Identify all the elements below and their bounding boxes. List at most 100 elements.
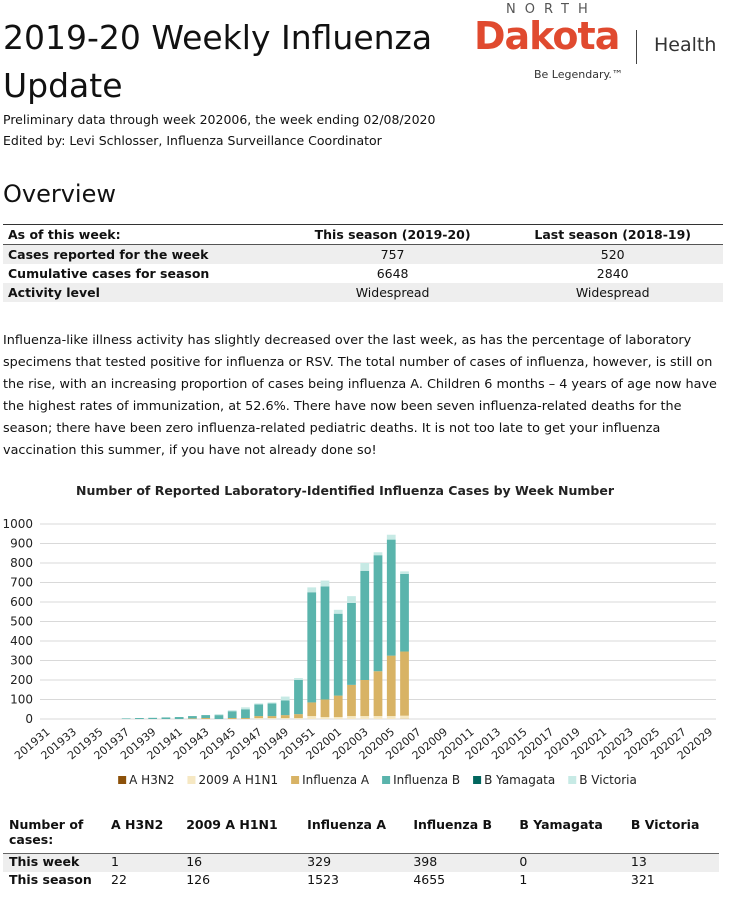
- bar-segment: [241, 718, 250, 719]
- bar-segment: [214, 714, 224, 716]
- bar-segment: [400, 651, 409, 716]
- logo-state: Dakota: [474, 14, 620, 58]
- logo: NORTH Dakota Health Be Legendary.™: [470, 0, 738, 90]
- bar-segment: [161, 717, 171, 719]
- bar-segment: [214, 715, 224, 719]
- table-cell: Cases reported for the week: [3, 244, 283, 264]
- bar-segment: [333, 717, 343, 719]
- bar-segment: [386, 716, 396, 719]
- bar-segment: [254, 704, 264, 717]
- header-cell: Influenza B: [407, 817, 514, 854]
- header-cell: This season (2019-20): [282, 224, 503, 245]
- table-cell: This season: [9, 872, 92, 887]
- y-tick-label: 0: [25, 712, 33, 726]
- bar-segment: [347, 716, 356, 719]
- table-cell: Widespread: [282, 283, 503, 302]
- y-tick-label: 700: [10, 576, 33, 590]
- legend-label: Influenza B: [393, 773, 460, 787]
- bar-segment: [400, 573, 409, 652]
- legend-swatch: [568, 776, 577, 784]
- table-cell: 13: [624, 853, 719, 872]
- bar-segment: [280, 718, 290, 719]
- subtitle: Preliminary data through week 202006, th…: [3, 112, 436, 127]
- bar-segment: [373, 716, 383, 719]
- table-cell: This week: [3, 853, 105, 872]
- overview-table: As of this week: This season (2019-20) Las…: [3, 224, 723, 302]
- bar-segment: [267, 702, 277, 704]
- bar-segment: [280, 700, 290, 716]
- bar-segment: [400, 571, 409, 574]
- table-cell: 16: [180, 853, 302, 872]
- bar-segment: [188, 718, 197, 719]
- legend-label: A H3N2: [129, 773, 174, 787]
- legend-swatch: [382, 776, 391, 784]
- bar-segment: [307, 716, 317, 719]
- logo-dept: Health: [654, 34, 717, 56]
- bar-segment: [360, 570, 370, 680]
- y-tick-label: 1000: [2, 517, 33, 531]
- legend-swatch: [187, 776, 196, 784]
- table-row: Cumulative cases for season 6648 2840: [3, 264, 723, 283]
- header-cell: B Yamagata: [513, 817, 625, 854]
- bar-segment: [400, 715, 409, 719]
- bar-segment: [347, 684, 356, 717]
- bar-segment: [320, 699, 330, 718]
- y-tick-label: 600: [10, 595, 33, 609]
- page-title: 2019-20 Weekly Influenza Update: [3, 18, 433, 105]
- legend-swatch: [118, 776, 127, 784]
- bar-segment: [373, 671, 383, 717]
- table-cell: 0: [513, 853, 625, 872]
- bar-segment: [333, 695, 343, 718]
- table-cell: 1523: [307, 872, 339, 887]
- bar-segment: [294, 680, 303, 715]
- bar-segment: [267, 703, 277, 717]
- section-heading: Overview: [3, 180, 116, 208]
- bar-segment: [386, 539, 396, 656]
- table-cell: Widespread: [502, 283, 723, 302]
- logo-tagline: Be Legendary.™: [534, 68, 623, 81]
- table-cell: 126: [186, 872, 211, 887]
- bar-segment: [307, 702, 317, 717]
- bar-segment: [227, 718, 237, 719]
- bar-segment: [267, 718, 277, 719]
- bar-segment: [227, 710, 237, 712]
- legend-label: Influenza A: [302, 773, 370, 787]
- bar-segment: [254, 716, 264, 719]
- bar-segment: [148, 717, 158, 719]
- bar-segment: [188, 716, 197, 719]
- bar-segment: [373, 555, 383, 672]
- header-cell: As of this week:: [3, 224, 283, 245]
- cases-table: Number of cases: A H3N2 2009 A H1N1 Influen…: [3, 817, 719, 890]
- bar-segment: [360, 563, 370, 571]
- header-cell: Influenza A: [301, 817, 408, 854]
- table-cell: 329: [301, 853, 408, 872]
- bar-segment: [373, 552, 383, 556]
- bar-segment: [294, 678, 303, 680]
- bar-segment: [307, 592, 317, 703]
- bar-segment: [386, 534, 396, 540]
- header-cell: B Victoria: [624, 817, 719, 854]
- logo-north: NORTH: [506, 2, 597, 17]
- bar-segment: [320, 580, 330, 587]
- bar-segment: [307, 587, 317, 593]
- bar-segment: [267, 716, 277, 719]
- bar-segment: [320, 586, 330, 700]
- table-cell: 6648: [376, 266, 409, 281]
- y-tick-label: 900: [10, 537, 33, 551]
- legend-swatch: [473, 776, 482, 784]
- bar-segment: [254, 718, 264, 719]
- bar-segment: [201, 715, 211, 719]
- y-tick-label: 400: [10, 634, 33, 648]
- bar-segment: [320, 717, 330, 719]
- bar-segment: [294, 714, 303, 719]
- bar-segment: [347, 602, 356, 685]
- y-tick-label: 200: [10, 673, 33, 687]
- y-tick-label: 800: [10, 556, 33, 570]
- table-cell: 4655: [413, 872, 446, 887]
- header-cell: Number of cases:: [3, 817, 105, 854]
- bar-segment: [333, 609, 343, 614]
- table-cell: Activity level: [3, 283, 283, 302]
- table-cell: 398: [407, 853, 514, 872]
- table-row: This week 1 16 329 398 0 13: [3, 853, 719, 872]
